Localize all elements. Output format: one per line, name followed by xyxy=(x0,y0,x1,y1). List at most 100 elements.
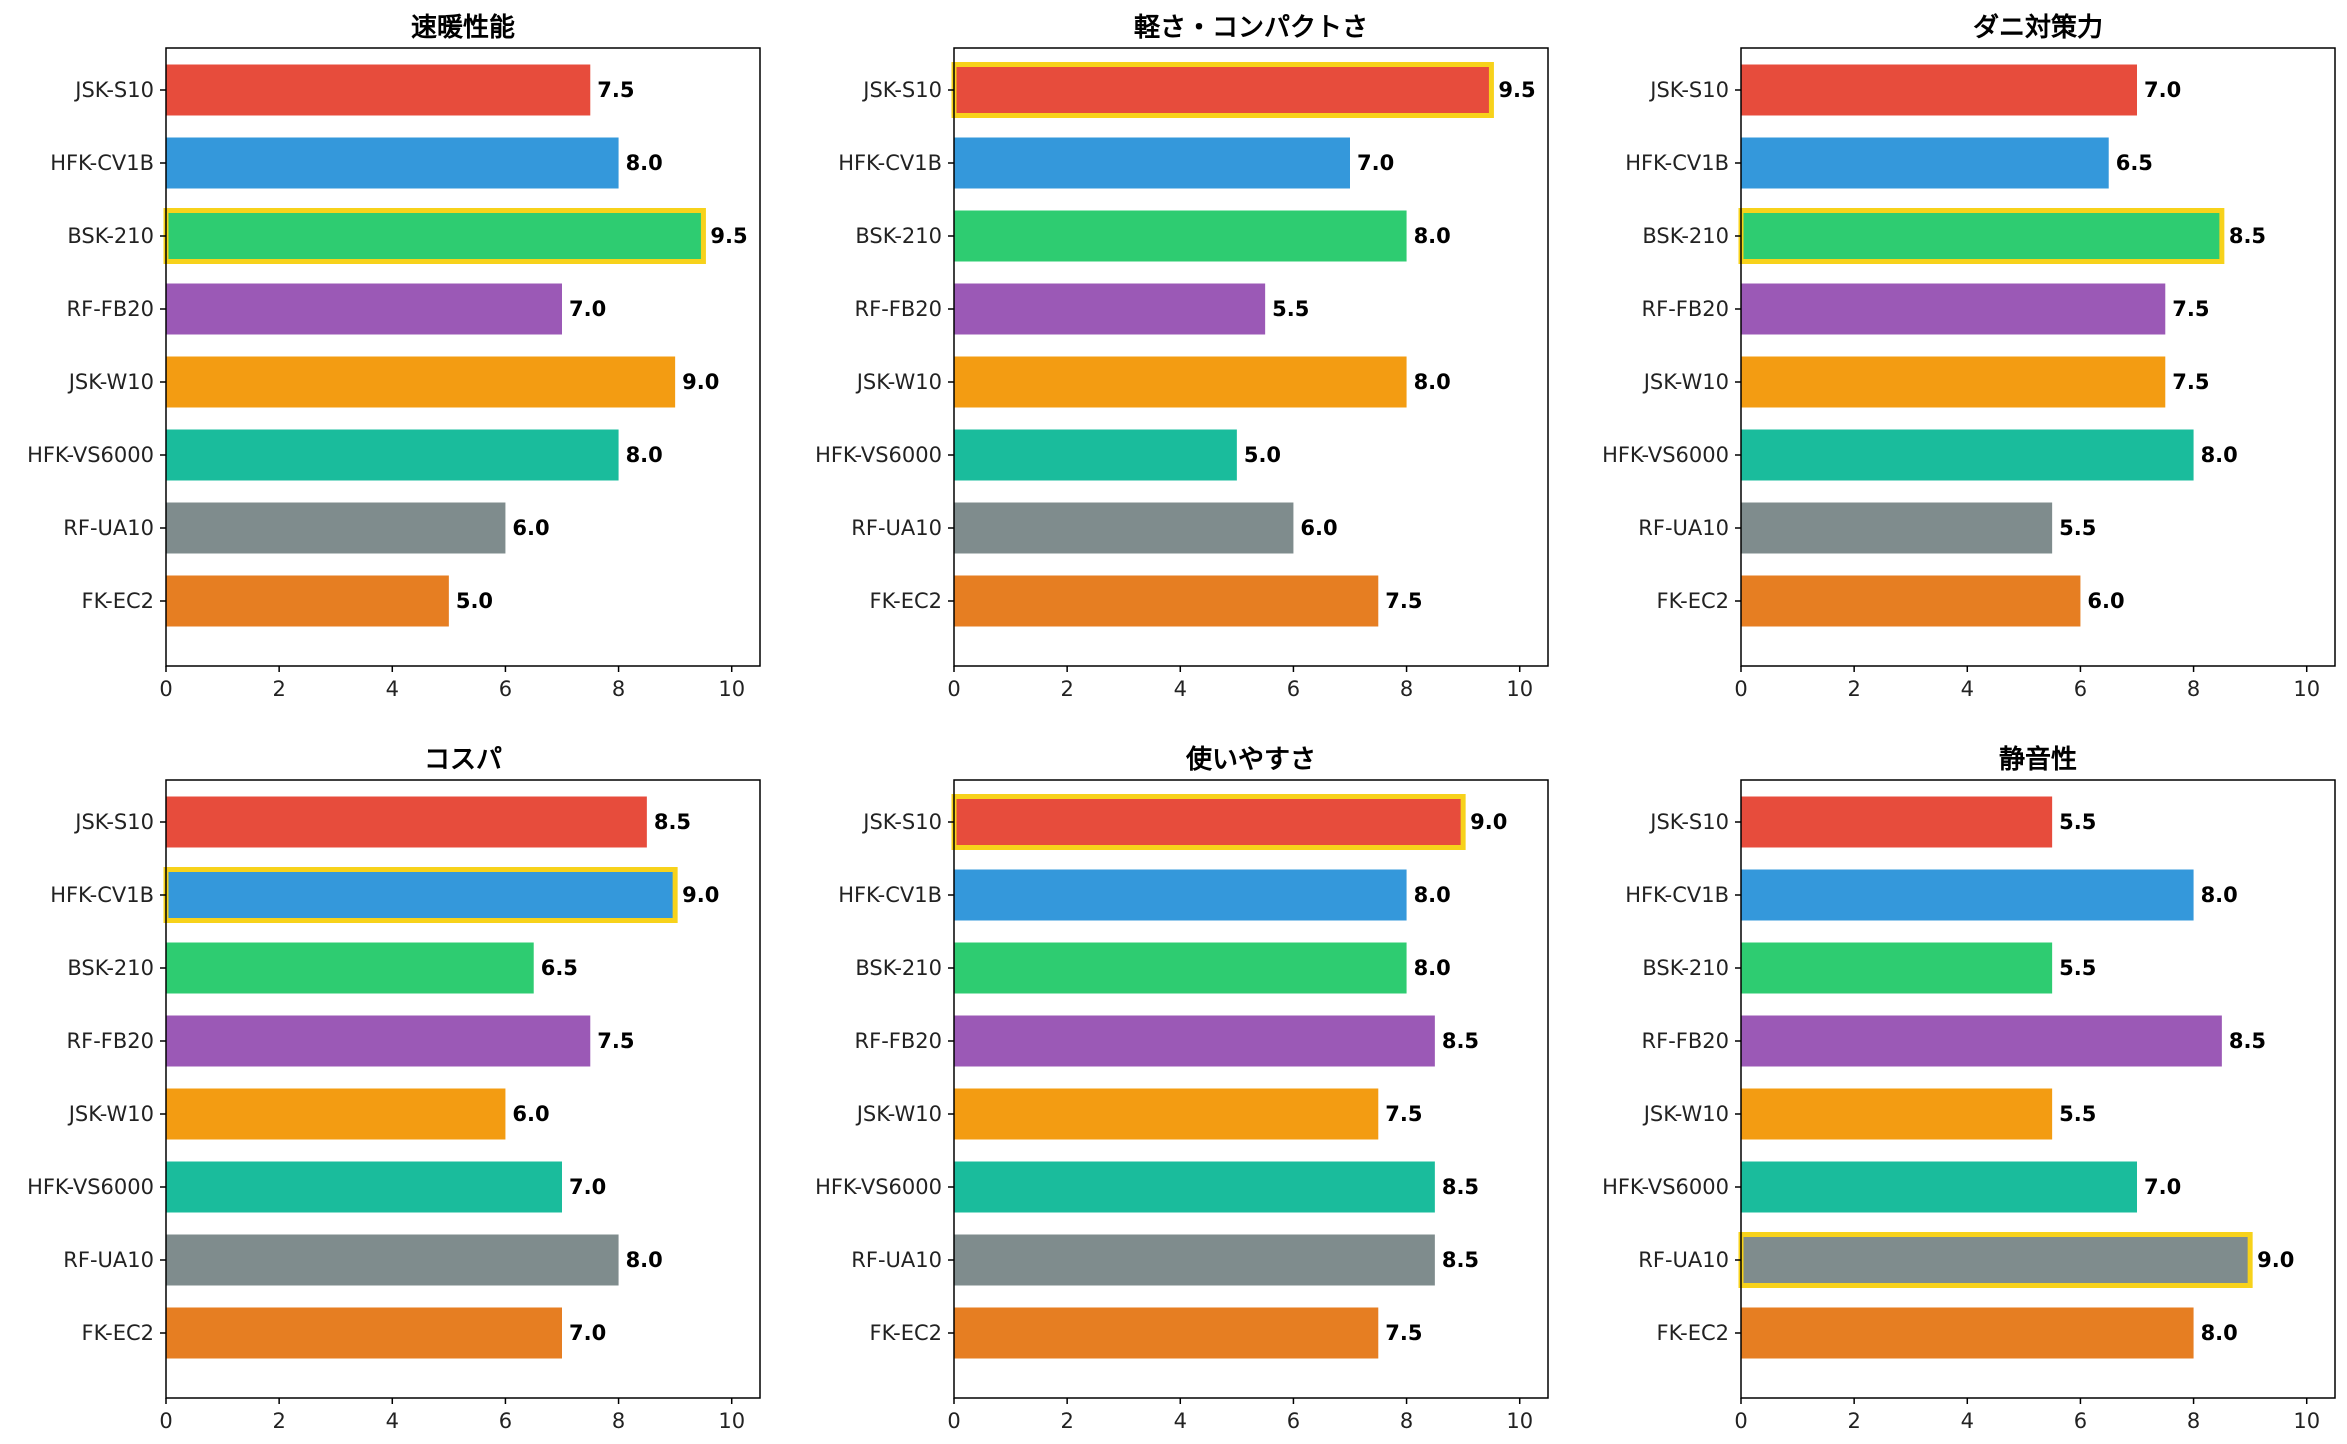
category-label: HFK-VS6000 xyxy=(815,1175,942,1199)
bar xyxy=(954,137,1350,189)
category-label: RF-UA10 xyxy=(63,1248,154,1272)
bar xyxy=(1741,429,2194,481)
value-label: 5.0 xyxy=(456,589,493,613)
value-label: 5.5 xyxy=(2059,1102,2096,1126)
x-tick-label: 2 xyxy=(1060,1409,1073,1433)
category-label: FK-EC2 xyxy=(1656,1321,1729,1345)
category-label: BSK-210 xyxy=(855,956,942,980)
highlighted-bar xyxy=(1738,208,2225,264)
bar xyxy=(166,137,619,189)
value-label: 8.5 xyxy=(1442,1248,1479,1272)
bar xyxy=(1741,1161,2137,1213)
value-label: 7.0 xyxy=(1357,151,1394,175)
bar xyxy=(954,942,1407,994)
bar xyxy=(166,1161,562,1213)
value-label: 8.0 xyxy=(1414,224,1451,248)
bar xyxy=(954,575,1379,627)
x-tick-label: 10 xyxy=(718,677,745,701)
value-label: 9.0 xyxy=(1470,810,1507,834)
category-label: HFK-VS6000 xyxy=(27,1175,154,1199)
bar xyxy=(166,1015,591,1067)
category-label: HFK-CV1B xyxy=(838,883,942,907)
value-label: 8.0 xyxy=(2201,883,2238,907)
x-tick-label: 4 xyxy=(386,1409,399,1433)
category-label: RF-UA10 xyxy=(1638,516,1729,540)
value-label: 9.0 xyxy=(682,883,719,907)
value-label: 8.0 xyxy=(1414,956,1451,980)
value-label: 8.0 xyxy=(626,443,663,467)
category-label: RF-UA10 xyxy=(1638,1248,1729,1272)
value-label: 5.0 xyxy=(1244,443,1281,467)
x-tick-label: 6 xyxy=(2074,677,2087,701)
chart-title: ダニ対策力 xyxy=(1973,12,2103,43)
highlighted-bar xyxy=(163,867,678,923)
bar xyxy=(954,502,1294,554)
value-label: 5.5 xyxy=(2059,516,2096,540)
x-tick-label: 6 xyxy=(1287,677,1300,701)
value-label: 8.0 xyxy=(626,151,663,175)
chart-title: 使いやすさ xyxy=(1185,745,1316,775)
bar xyxy=(1741,64,2137,116)
category-label: HFK-CV1B xyxy=(1625,151,1729,175)
category-label: JSK-S10 xyxy=(861,810,942,834)
axes-frame xyxy=(165,47,761,667)
x-tick-label: 0 xyxy=(159,1409,172,1433)
category-label: JSK-W10 xyxy=(855,370,942,394)
category-label: HFK-CV1B xyxy=(50,151,154,175)
value-label: 8.5 xyxy=(1442,1029,1479,1053)
x-tick-label: 6 xyxy=(2074,1409,2087,1433)
category-label: HFK-VS6000 xyxy=(27,443,154,467)
bar xyxy=(166,575,449,627)
category-label: RF-FB20 xyxy=(855,297,942,321)
category-label: RF-FB20 xyxy=(67,1029,154,1053)
bar xyxy=(1741,869,2194,921)
value-label: 7.0 xyxy=(569,297,606,321)
highlighted-bar xyxy=(951,794,1466,850)
bar xyxy=(954,210,1407,262)
bar xyxy=(954,1161,1435,1213)
value-label: 8.0 xyxy=(1414,370,1451,394)
value-label: 7.0 xyxy=(569,1321,606,1345)
value-label: 7.5 xyxy=(1385,589,1422,613)
category-label: JSK-S10 xyxy=(861,78,942,102)
value-label: 7.5 xyxy=(2172,370,2209,394)
value-label: 8.5 xyxy=(2229,224,2266,248)
x-tick-label: 8 xyxy=(2187,677,2200,701)
value-label: 7.5 xyxy=(1385,1321,1422,1345)
highlighted-bar xyxy=(163,208,706,264)
bar xyxy=(1741,502,2053,554)
category-label: BSK-210 xyxy=(67,224,154,248)
chart-panel: 静音性 JSK-S10 5.5 HFK-CV1B 8.0 BSK-210 5.5 RF-FB2… xyxy=(1602,744,2336,1433)
category-label: JSK-W10 xyxy=(1642,370,1729,394)
category-label: BSK-210 xyxy=(67,956,154,980)
category-label: JSK-S10 xyxy=(1648,78,1729,102)
value-label: 9.0 xyxy=(2257,1248,2294,1272)
x-tick-label: 2 xyxy=(1847,677,1860,701)
value-label: 5.5 xyxy=(2059,956,2096,980)
x-tick-label: 10 xyxy=(1506,677,1533,701)
x-tick-label: 4 xyxy=(1961,1409,1974,1433)
bar xyxy=(954,1307,1379,1359)
value-label: 5.5 xyxy=(1272,297,1309,321)
x-tick-label: 0 xyxy=(159,677,172,701)
x-tick-label: 2 xyxy=(1847,1409,1860,1433)
value-label: 6.0 xyxy=(1300,516,1337,540)
value-label: 7.5 xyxy=(1385,1102,1422,1126)
chart-panel: 軽さ・コンパクトさ JSK-S10 9.5 HFK-CV1B 7.0 BSK-210 8.0… xyxy=(815,12,1549,701)
value-label: 5.5 xyxy=(2059,810,2096,834)
highlighted-bar xyxy=(951,62,1494,118)
bar xyxy=(954,356,1407,408)
category-label: JSK-S10 xyxy=(1648,810,1729,834)
value-label: 7.5 xyxy=(597,1029,634,1053)
bar xyxy=(166,64,591,116)
value-label: 9.5 xyxy=(1498,78,1535,102)
chart-title: 速暖性能 xyxy=(411,12,515,43)
chart-panel: コスパ JSK-S10 8.5 HFK-CV1B 9.0 BSK-210 6.5 RF-FB2… xyxy=(27,745,761,1433)
category-label: JSK-W10 xyxy=(67,370,154,394)
value-label: 7.5 xyxy=(2172,297,2209,321)
category-label: RF-FB20 xyxy=(855,1029,942,1053)
x-tick-label: 8 xyxy=(1400,677,1413,701)
value-label: 9.5 xyxy=(710,224,747,248)
x-tick-label: 10 xyxy=(718,1409,745,1433)
